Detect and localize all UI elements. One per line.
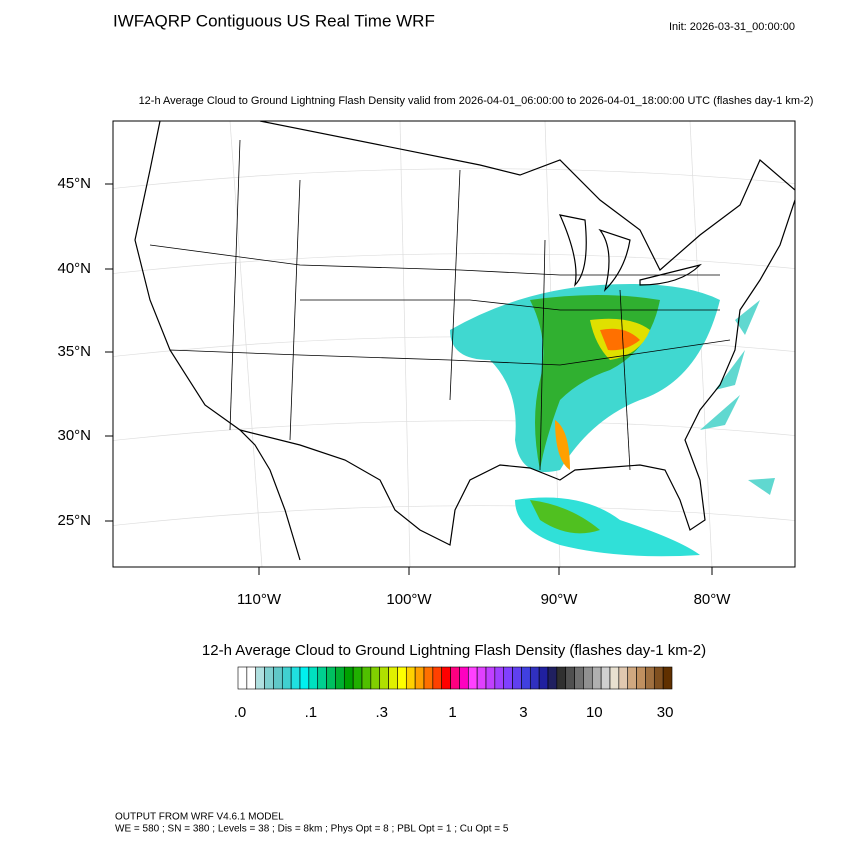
lat-label: 45°N: [57, 175, 91, 192]
colorbar-swatch: [423, 666, 434, 690]
colorbar-swatch: [485, 666, 496, 690]
colorbar-swatch: [565, 666, 575, 690]
footer-line: OUTPUT FROM WRF V4.6.1 MODEL: [115, 812, 284, 823]
colorbar: [237, 666, 673, 690]
colorbar-swatch: [583, 666, 593, 690]
colorbar-swatch: [405, 666, 416, 690]
colorbar-swatch: [529, 666, 540, 690]
colorbar-swatch: [273, 666, 283, 690]
colorbar-swatch: [467, 666, 478, 690]
colorbar-swatch: [343, 666, 354, 690]
colorbar-swatch: [600, 666, 611, 690]
colorbar-swatch: [653, 666, 664, 690]
lat-label: 30°N: [57, 427, 91, 444]
colorbar-swatch: [255, 666, 265, 690]
colorbar-swatch: [290, 666, 301, 690]
colorbar-swatch: [538, 666, 549, 690]
map-frame: [112, 120, 796, 568]
colorbar-swatch: [521, 666, 531, 690]
state-borders: [149, 139, 731, 471]
colorbar-swatch: [503, 666, 513, 690]
colorbar-label: .0: [234, 704, 247, 721]
footer-line: WE = 580 ; SN = 380 ; Levels = 38 ; Dis …: [115, 824, 509, 835]
colorbar-swatch: [574, 666, 584, 690]
colorbar-swatch: [281, 666, 292, 690]
colorbar-swatch: [308, 666, 319, 690]
init-time: Init: 2026-03-31_00:00:00: [669, 21, 795, 33]
colorbar-swatch: [441, 666, 451, 690]
colorbar-swatch: [317, 666, 327, 690]
colorbar-swatch: [547, 666, 558, 690]
lon-label: 80°W: [694, 591, 732, 608]
colorbar-swatch: [361, 666, 372, 690]
colorbar-swatch: [379, 666, 389, 690]
colorbar-label: 30: [657, 704, 674, 721]
colorbar-swatch: [636, 666, 646, 690]
colorbar-label: 3: [519, 704, 527, 721]
lon-label: 90°W: [541, 591, 579, 608]
lightning: [450, 284, 775, 557]
colorbar-swatch: [450, 666, 460, 690]
colorbar-swatch: [618, 666, 629, 690]
colorbar-swatch: [246, 666, 257, 690]
colorbar-swatch: [352, 666, 363, 690]
colorbar-swatch: [476, 666, 487, 690]
colorbar-swatch: [335, 666, 345, 690]
colorbar-swatch: [264, 666, 274, 690]
colorbar-label: .1: [305, 704, 318, 721]
colorbar-swatch: [388, 666, 398, 690]
colorbar-swatch: [370, 666, 381, 690]
colorbar-swatch: [237, 666, 248, 690]
lon-label: 110°W: [237, 591, 282, 608]
lon-label: 100°W: [386, 591, 432, 608]
colorbar-label: .3: [375, 704, 388, 721]
colorbar-label: 10: [586, 704, 603, 721]
lat-label: 40°N: [57, 260, 91, 277]
colorbar-swatch: [609, 666, 620, 690]
colorbar-swatch: [591, 666, 602, 690]
colorbar-swatch: [397, 666, 407, 690]
map: [113, 121, 795, 567]
colorbar-swatch: [299, 666, 310, 690]
colorbar-swatch: [645, 666, 655, 690]
lat-label: 35°N: [57, 343, 91, 360]
colorbar-swatch: [414, 666, 425, 690]
colorbar-swatch: [662, 666, 673, 690]
colorbar-swatch: [627, 666, 637, 690]
colorbar-swatch: [432, 666, 443, 690]
lat-label: 25°N: [57, 512, 91, 529]
title: IWFAQRP Contiguous US Real Time WRF: [113, 11, 435, 30]
colorbar-swatch: [459, 666, 469, 690]
colorbar-title: 12-h Average Cloud to Ground Lightning F…: [202, 642, 706, 659]
subtitle: 12-h Average Cloud to Ground Lightning F…: [139, 95, 814, 107]
colorbar-swatch: [326, 666, 336, 690]
coastline: [134, 121, 795, 561]
colorbar-swatch: [494, 666, 505, 690]
colorbar-swatch: [556, 666, 567, 690]
colorbar-label: 1: [448, 704, 456, 721]
colorbar-swatch: [512, 666, 522, 690]
